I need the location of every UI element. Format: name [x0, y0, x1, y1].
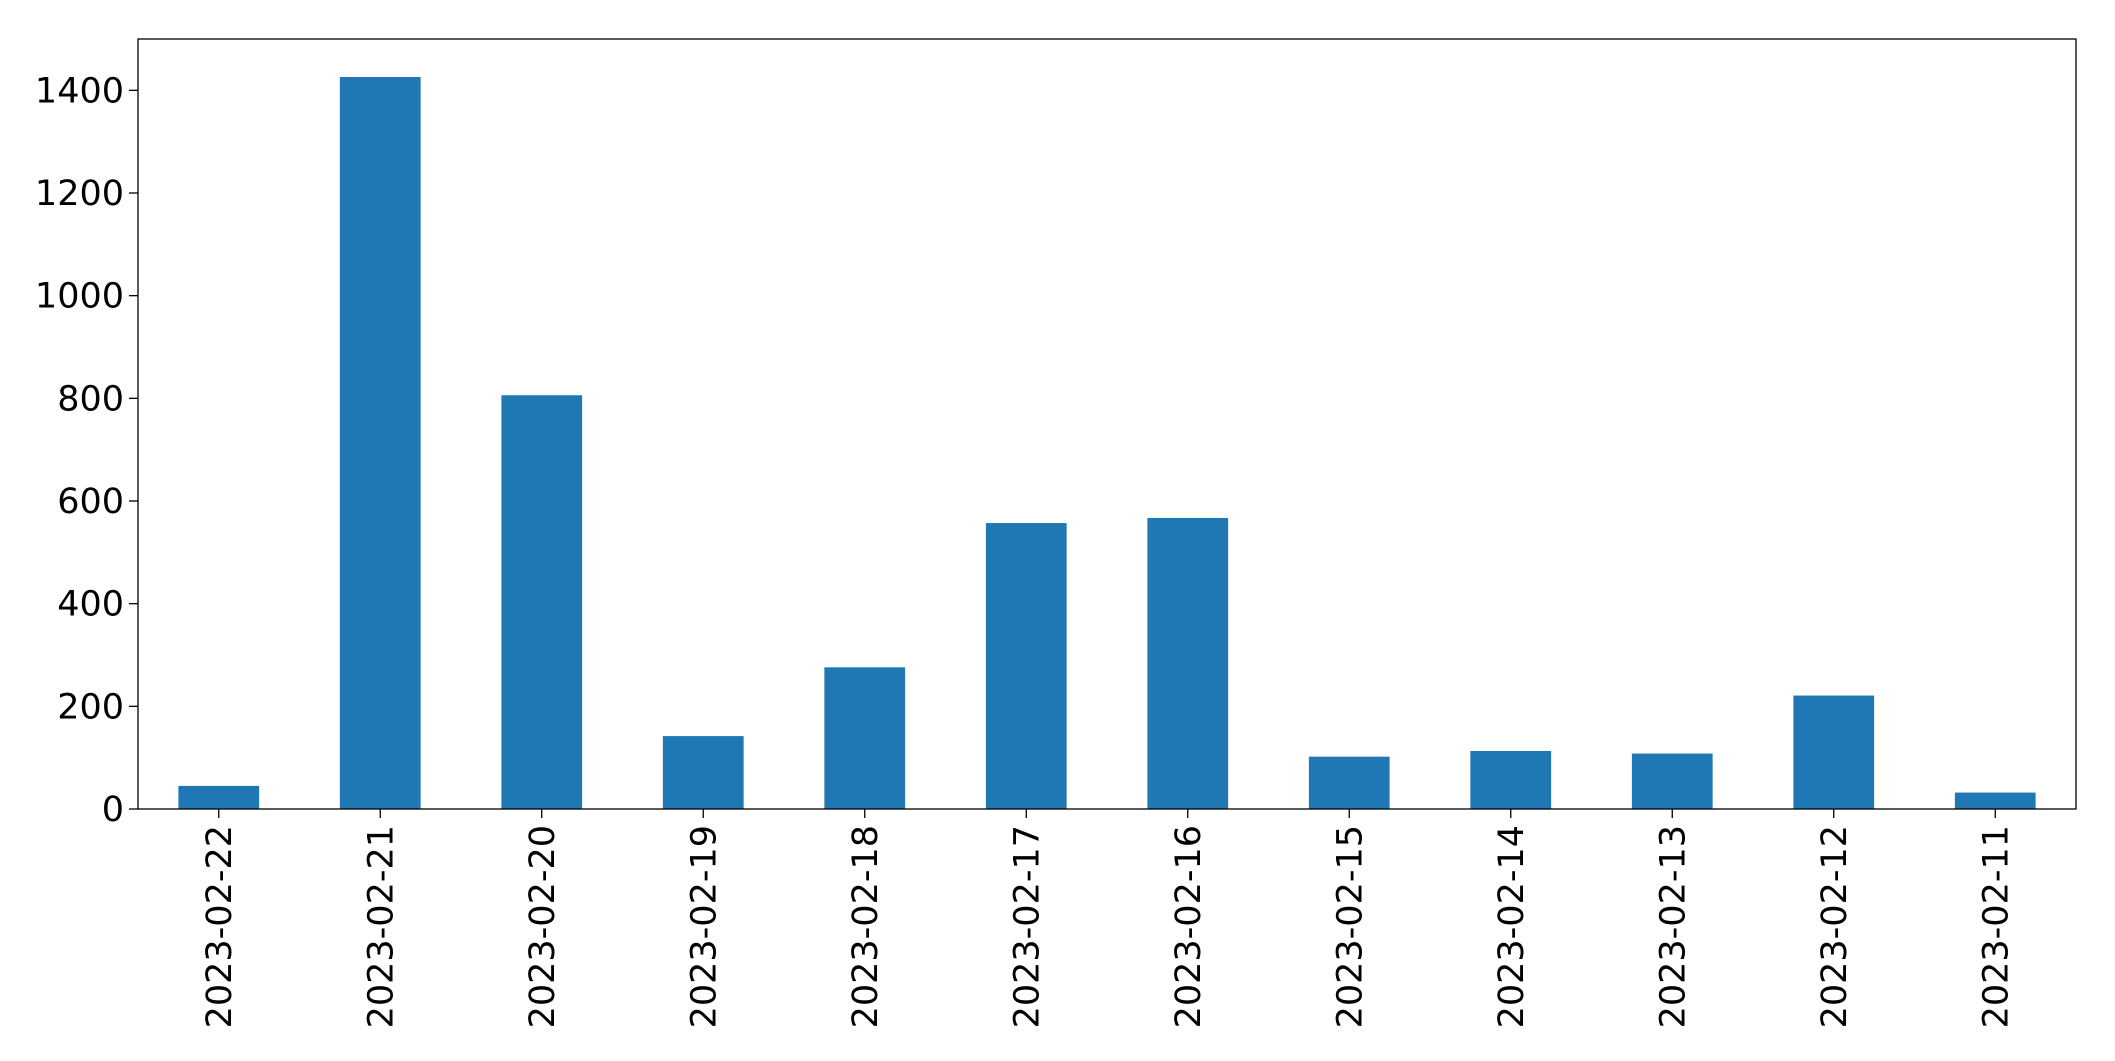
bar — [1793, 695, 1875, 809]
x-tick-label: 2023-02-22 — [200, 825, 240, 1028]
bar — [1631, 753, 1713, 809]
x-tick-label: 2023-02-15 — [1330, 825, 1370, 1028]
x-tick-label: 2023-02-12 — [1815, 825, 1855, 1028]
plot-frame — [137, 38, 2077, 810]
x-tick-label: 2023-02-19 — [684, 825, 724, 1028]
y-tick-label: 0 — [102, 790, 124, 830]
y-tick-label: 600 — [57, 482, 124, 522]
y-tick-label: 1000 — [35, 277, 124, 317]
bar — [662, 736, 744, 809]
y-tick-label: 400 — [57, 585, 124, 625]
bar — [1470, 750, 1552, 809]
x-tick-label: 2023-02-21 — [361, 825, 401, 1028]
bar — [178, 785, 260, 809]
y-tick-label: 1400 — [35, 71, 124, 111]
y-tick-label: 200 — [57, 687, 124, 727]
x-tick-label: 2023-02-17 — [1007, 825, 1047, 1028]
x-tick-label: 2023-02-18 — [846, 825, 886, 1028]
x-tick-label: 2023-02-14 — [1492, 825, 1532, 1028]
x-tick-label: 2023-02-11 — [1976, 825, 2016, 1028]
bar — [339, 76, 421, 809]
x-tick-label: 2023-02-20 — [523, 825, 563, 1028]
bar — [1954, 792, 2036, 809]
bar — [1308, 756, 1390, 809]
y-tick-label: 1200 — [35, 174, 124, 214]
bar — [501, 395, 583, 809]
bar — [1147, 517, 1229, 809]
x-tick-label: 2023-02-13 — [1653, 825, 1693, 1028]
x-tick-label: 2023-02-16 — [1169, 825, 1209, 1028]
bar — [985, 523, 1067, 809]
bar — [824, 667, 906, 809]
y-tick-label: 800 — [57, 379, 124, 419]
